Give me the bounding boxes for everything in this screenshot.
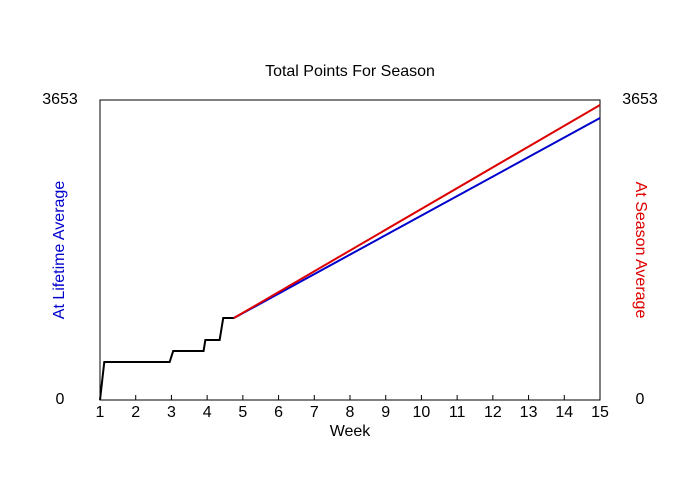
x-tick-label: 9 <box>381 404 390 421</box>
x-tick-label: 5 <box>238 404 247 421</box>
y2-tick-label: 3653 <box>622 91 658 108</box>
x-tick-label: 6 <box>274 404 283 421</box>
x-tick-label: 8 <box>346 404 355 421</box>
x-tick-label: 12 <box>484 404 502 421</box>
x-tick-label: 7 <box>310 404 319 421</box>
x-tick-label: 13 <box>520 404 538 421</box>
y2-axis-label: At Season Average <box>632 182 649 319</box>
x-tick-label: 15 <box>591 404 609 421</box>
y-axis-label: At Lifetime Average <box>51 181 68 320</box>
x-tick-label: 4 <box>203 404 212 421</box>
x-tick-label: 3 <box>167 404 176 421</box>
series-line <box>233 117 601 319</box>
x-tick-label: 10 <box>413 404 431 421</box>
x-tick-label: 14 <box>555 404 573 421</box>
chart-title: Total Points For Season <box>265 63 435 80</box>
series-line <box>233 104 601 319</box>
y-tick-label: 0 <box>56 391 65 408</box>
x-axis-label: Week <box>330 423 372 440</box>
series-line <box>99 317 234 401</box>
y-tick-label: 3653 <box>42 91 78 108</box>
x-tick-label: 11 <box>449 404 466 421</box>
x-tick-label: 2 <box>131 404 140 421</box>
x-tick-label: 1 <box>96 404 105 421</box>
y2-tick-label: 0 <box>636 391 645 408</box>
